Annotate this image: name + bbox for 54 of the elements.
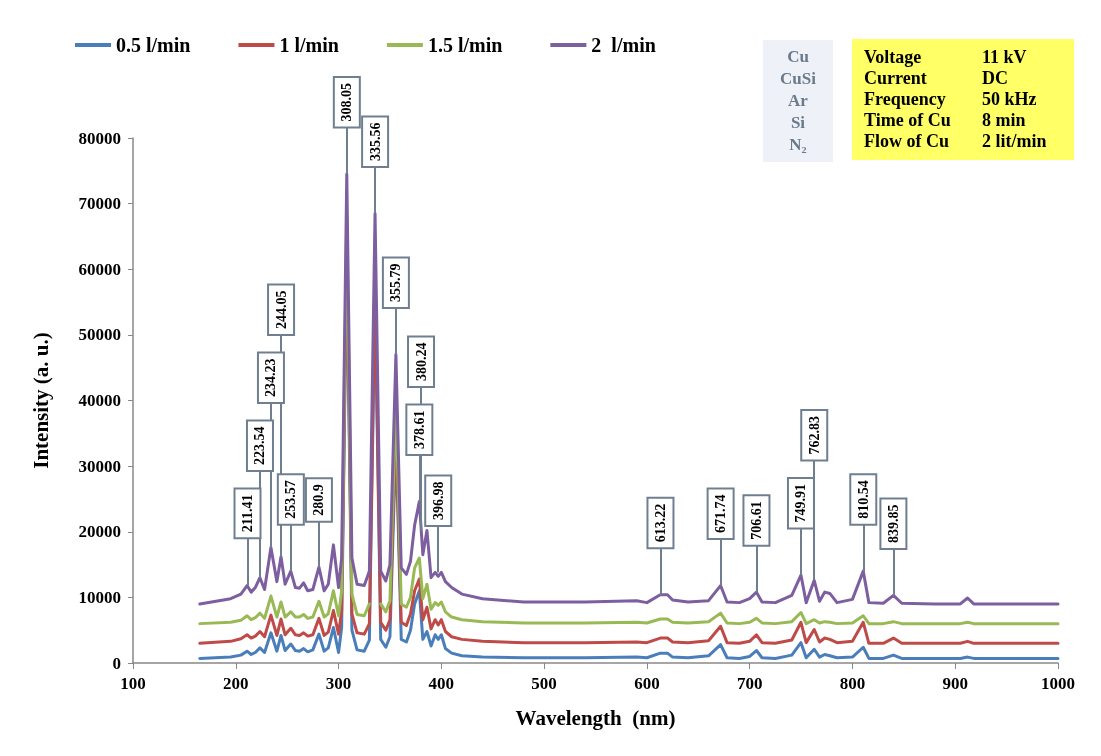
- legend-label: 1 l/min: [279, 34, 339, 56]
- y-tick-label: 60000: [78, 259, 121, 279]
- annotation: N₂: [788, 134, 808, 156]
- annotation: 839.85: [885, 504, 901, 543]
- x-tick-label: 900: [942, 674, 968, 693]
- text: Flow of Cu 2 lit/min: [864, 131, 1047, 151]
- x-tick-label: 600: [634, 674, 660, 693]
- x-tick-label: 700: [736, 674, 763, 693]
- annotation: 308.05: [339, 83, 355, 122]
- y-axis-title: Intensity (a. u.): [28, 332, 53, 469]
- legend-label: 2 l/min: [591, 34, 656, 56]
- y-tick-label: 30000: [78, 456, 121, 476]
- annotation: 613.22: [652, 503, 668, 543]
- annotation: 810.54: [855, 480, 871, 519]
- annotation: 335.56: [367, 122, 383, 161]
- x-tick-label: 500: [531, 674, 557, 693]
- x-tick-label: 1000: [1041, 674, 1075, 693]
- annotation: 253.57: [283, 480, 299, 519]
- y-tick-label: 0: [112, 653, 121, 673]
- annotation: 223.54: [252, 426, 268, 466]
- annotation: 671.74: [713, 494, 729, 534]
- annotation: 378.61: [411, 410, 427, 450]
- annotation: 706.61: [748, 501, 764, 540]
- text: CuSi: [779, 68, 817, 90]
- annotation: 244.05: [273, 290, 289, 330]
- annotation: 380.24: [413, 342, 429, 382]
- y-tick-label: 40000: [78, 391, 121, 410]
- y-tick-label: 70000: [78, 194, 121, 214]
- annotation: 234.23: [263, 358, 279, 398]
- annotation: 355.79: [388, 263, 404, 303]
- x-tick-label: 800: [839, 674, 866, 693]
- text: Time of Cu 8 min: [864, 110, 1026, 130]
- legend-label: 0.5 l/min: [116, 34, 191, 56]
- annotation: 396.98: [430, 481, 446, 520]
- x-axis-title: Wavelength (nm): [515, 705, 676, 730]
- annotation: 762.83: [806, 416, 822, 455]
- text: Voltage 11 kV: [864, 47, 1027, 67]
- annotation: 749.91: [793, 484, 809, 523]
- annotation: 211.41: [240, 494, 255, 533]
- y-tick-label: 20000: [78, 522, 121, 542]
- text: Ar: [787, 90, 809, 112]
- x-tick-label: 400: [428, 674, 455, 693]
- y-tick-label: 80000: [78, 128, 121, 148]
- x-tick-label: 100: [120, 674, 146, 693]
- y-tick-label: 50000: [78, 325, 121, 345]
- x-tick-label: 300: [325, 674, 352, 693]
- text: Cu: [786, 46, 810, 68]
- legend-label: 1.5 l/min: [427, 34, 503, 56]
- text: Current DC: [864, 68, 1008, 88]
- annotation: 280.9: [311, 484, 327, 516]
- text: Si: [789, 112, 807, 134]
- y-tick-label: 10000: [78, 587, 121, 607]
- text: Frequency 50 kHz: [864, 89, 1037, 109]
- x-tick-label: 200: [223, 674, 249, 693]
